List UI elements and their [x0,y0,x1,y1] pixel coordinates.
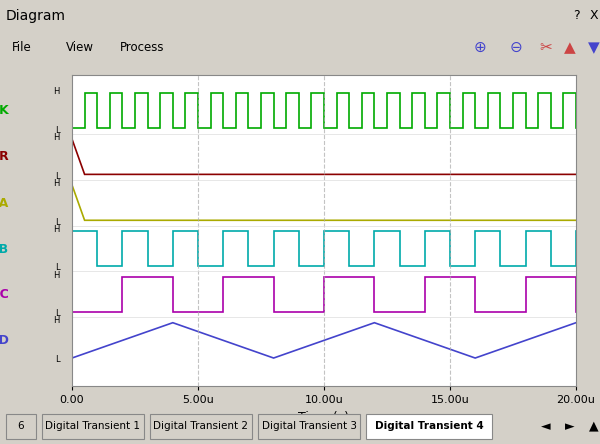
Text: H: H [53,87,59,96]
X-axis label: Time (s): Time (s) [299,411,349,424]
Text: Digital Transient 1: Digital Transient 1 [46,421,140,431]
Text: X: X [590,9,598,22]
Text: ?: ? [572,9,580,22]
Text: Digital Transient 2: Digital Transient 2 [154,421,248,431]
Text: ►: ► [565,420,575,433]
Text: ⊖: ⊖ [509,40,523,55]
Text: L: L [55,355,59,364]
Text: L: L [55,263,59,273]
Text: ▼: ▼ [588,40,600,55]
Text: H: H [53,270,59,280]
FancyBboxPatch shape [366,414,492,439]
Text: L: L [55,126,59,135]
Text: Digital Transient 3: Digital Transient 3 [262,421,356,431]
FancyBboxPatch shape [150,414,252,439]
Text: H: H [53,178,59,188]
FancyBboxPatch shape [42,414,144,439]
Text: L: L [55,309,59,318]
Text: CLR: CLR [0,150,9,163]
Text: ◄: ◄ [541,420,551,433]
Text: QD: QD [0,334,9,347]
Text: QC: QC [0,288,9,301]
Text: 6: 6 [17,421,25,431]
Text: H: H [53,317,59,325]
Text: L: L [55,172,59,181]
Text: File: File [12,41,32,54]
Text: QB: QB [0,242,9,255]
Text: ▲: ▲ [589,420,599,433]
FancyBboxPatch shape [6,414,36,439]
Text: ⊕: ⊕ [473,40,487,55]
Text: Process: Process [120,41,164,54]
Text: H: H [53,133,59,142]
FancyBboxPatch shape [258,414,360,439]
Text: ▲: ▲ [564,40,576,55]
Text: L: L [55,218,59,226]
Text: H: H [53,225,59,234]
Text: QA: QA [0,196,9,209]
Text: CLK: CLK [0,104,9,117]
Text: View: View [66,41,94,54]
Text: Diagram: Diagram [6,8,66,23]
Text: Digital Transient 4: Digital Transient 4 [374,421,484,431]
Text: ✂: ✂ [539,40,553,55]
